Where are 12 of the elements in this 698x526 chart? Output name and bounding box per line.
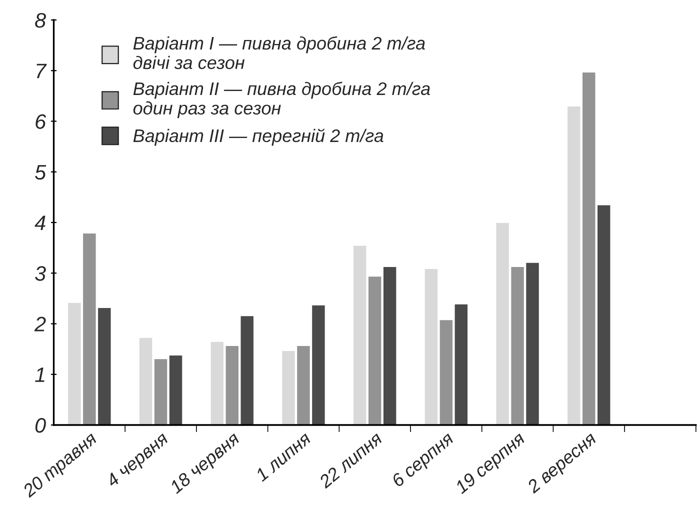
legend-label: Варіант II — пивна дробина 2 т/га один раз за сезон [133,82,430,118]
legend-label: Варіант III — перегній 2 т/га [133,128,384,146]
y-tick-label: 4 [34,216,46,230]
legend-label: Варіант I — пивна дробина 2 т/га двічі за сезон [133,36,425,70]
y-tick-label: 1 [35,368,44,382]
y-tick-label: 5 [34,165,46,180]
y-tick-label: 7 [36,64,47,78]
y-tick-label: 6 [36,114,46,129]
y-tick-label: 8 [35,13,46,28]
y-tick-label: 0 [35,418,46,433]
y-tick-label: 2 [34,316,46,332]
y-tick-label: 3 [35,266,46,281]
